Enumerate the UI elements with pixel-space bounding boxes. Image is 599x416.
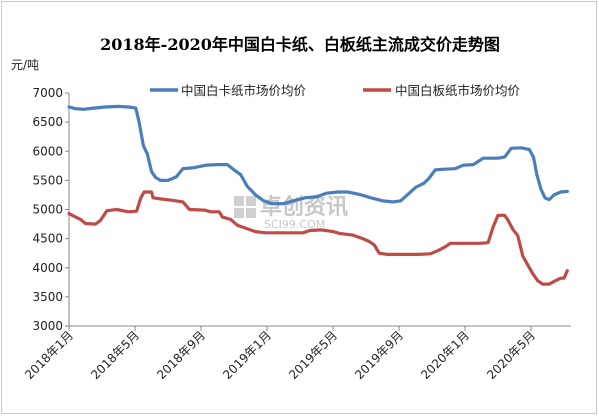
y-tick-label: 6000 — [32, 144, 63, 158]
watermark-logo-icon — [234, 196, 244, 206]
y-tick-label: 4500 — [32, 232, 63, 246]
y-tick-label: 3000 — [32, 319, 63, 333]
y-tick-label: 5000 — [32, 203, 63, 217]
x-tick-label: 2019年9月 — [352, 328, 406, 382]
y-tick-label: 7000 — [32, 86, 63, 100]
x-tick-label: 2018年9月 — [154, 328, 208, 382]
watermark-subtext: SCI99.COM — [264, 218, 325, 231]
x-tick-label: 2019年5月 — [286, 328, 340, 382]
legend-label-white-cardboard: 中国白卡纸市场价均价 — [181, 83, 307, 98]
watermark-logo-icon — [246, 208, 256, 218]
y-axis-unit-label: 元/吨 — [11, 58, 39, 72]
legend-label-white-board: 中国白板纸市场价均价 — [395, 83, 521, 98]
series-line-white-cardboard — [67, 104, 569, 206]
x-tick-label: 2018年1月 — [22, 328, 76, 382]
y-tick-label: 3500 — [32, 290, 63, 304]
x-tick-label: 2020年5月 — [484, 328, 538, 382]
series-line-white-board — [67, 190, 569, 286]
y-tick-label: 4000 — [32, 261, 63, 275]
chart-title: 2018年-2020年中国白卡纸、白板纸主流成交价走势图 — [100, 35, 500, 54]
y-tick-label: 6500 — [32, 115, 63, 129]
series-layer — [67, 104, 569, 286]
y-tick-label: 5500 — [32, 173, 63, 187]
legend: 中国白卡纸市场价均价 中国白板纸市场价均价 — [150, 83, 521, 98]
x-tick-label: 2020年1月 — [418, 328, 472, 382]
watermark-logo-icon — [234, 208, 244, 218]
x-tick-label: 2019年1月 — [220, 328, 274, 382]
x-tick-label: 2018年5月 — [88, 328, 142, 382]
watermark-logo-icon — [246, 196, 256, 206]
